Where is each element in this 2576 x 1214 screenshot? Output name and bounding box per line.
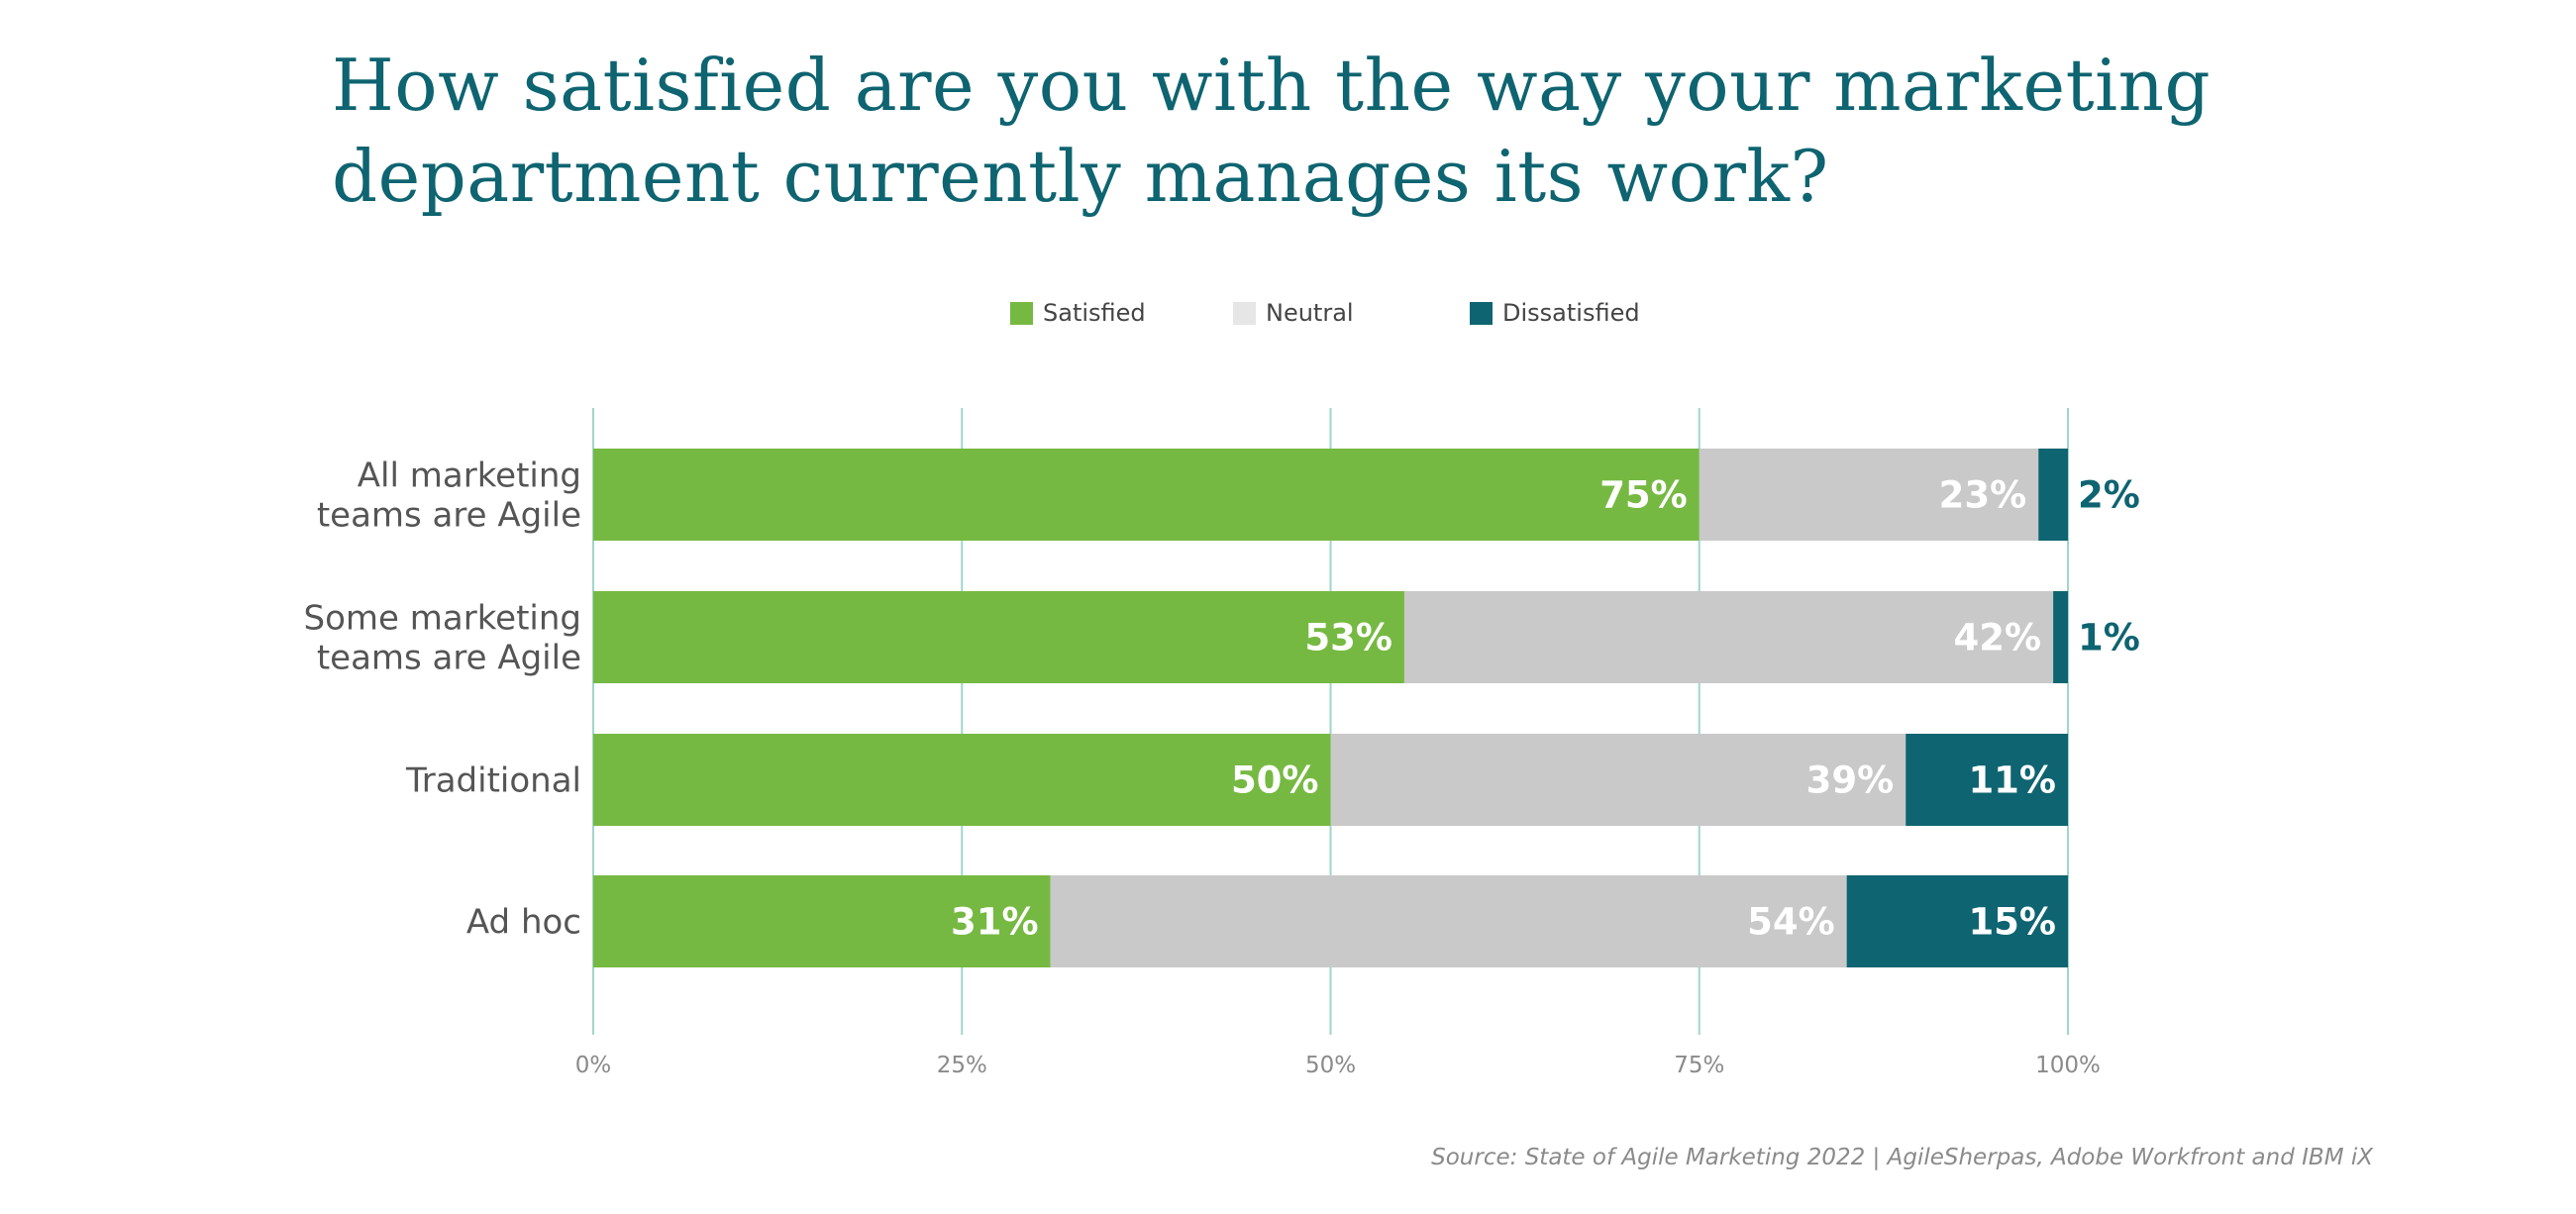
chart-title: How satisfied are you with the way your … [332, 40, 2214, 222]
bar-dissatisfied-2 [1906, 734, 2068, 826]
data-label-neutral-1: 42% [1954, 617, 2042, 659]
bar-satisfied-3 [593, 875, 1051, 967]
bar-dissatisfied-0 [2038, 449, 2068, 541]
legend-label-neutral: Neutral [1266, 299, 1354, 327]
legend-item-satisfied: Satisfied [1010, 299, 1146, 327]
category-label-0-1: teams are Agile [317, 496, 581, 536]
bar-dissatisfied-3 [1846, 875, 2068, 967]
data-label-satisfied-0: 75% [1599, 474, 1688, 517]
source-note: Source: State of Agile Marketing 2022 | … [1431, 1145, 2373, 1170]
chart-title-line-2: department currently manages its work? [332, 135, 1829, 218]
legend-item-dissatisfied: Dissatisfied [1470, 299, 1640, 327]
legend-label-dissatisfied: Dissatisfied [1502, 299, 1640, 327]
category-label-2-0: Traditional [405, 761, 581, 801]
x-tick-label-25: 25% [937, 1053, 987, 1078]
data-label-satisfied-2: 50% [1231, 759, 1319, 802]
data-label-dissatisfied-1: 1% [2078, 617, 2140, 659]
x-tick-label-50: 50% [1305, 1053, 1356, 1078]
legend-label-satisfied: Satisfied [1043, 299, 1146, 327]
x-tick-label-100: 100% [2035, 1053, 2101, 1078]
x-tick-label-75: 75% [1674, 1053, 1724, 1078]
category-label-3-0: Ad hoc [466, 903, 581, 943]
bar-neutral-1 [1403, 591, 2054, 683]
category-label-1-1: teams are Agile [317, 639, 581, 678]
bar-neutral-0 [1699, 449, 2039, 541]
data-label-satisfied-1: 53% [1304, 617, 1392, 659]
bar-neutral-2 [1330, 734, 1906, 826]
category-label-1-0: Some marketing [304, 599, 581, 639]
legend-swatch-satisfied [1010, 301, 1033, 325]
legend-item-neutral: Neutral [1233, 299, 1354, 327]
bar-satisfied-1 [593, 591, 1404, 683]
x-tick-label-0: 0% [575, 1053, 612, 1078]
data-label-neutral-2: 39% [1806, 759, 1895, 802]
bar-dissatisfied-1 [2053, 591, 2068, 683]
legend-swatch-dissatisfied [1470, 301, 1493, 325]
data-label-satisfied-3: 31% [951, 901, 1039, 944]
bar-satisfied-0 [593, 449, 1700, 541]
legend-swatch-neutral [1233, 301, 1256, 325]
bar-neutral-3 [1050, 875, 1847, 967]
chart-legend: Satisfied Neutral Dissatisfied [0, 297, 2576, 337]
data-label-neutral-0: 23% [1939, 474, 2027, 517]
data-label-dissatisfied-3: 15% [1968, 901, 2056, 944]
data-label-dissatisfied-2: 11% [1968, 759, 2056, 802]
bar-satisfied-2 [593, 734, 1331, 826]
data-label-dissatisfied-0: 2% [2078, 474, 2140, 517]
category-label-0-0: All marketing [358, 456, 581, 496]
chart-title-line-1: How satisfied are you with the way your … [332, 44, 2212, 127]
data-label-neutral-3: 54% [1747, 901, 1835, 944]
